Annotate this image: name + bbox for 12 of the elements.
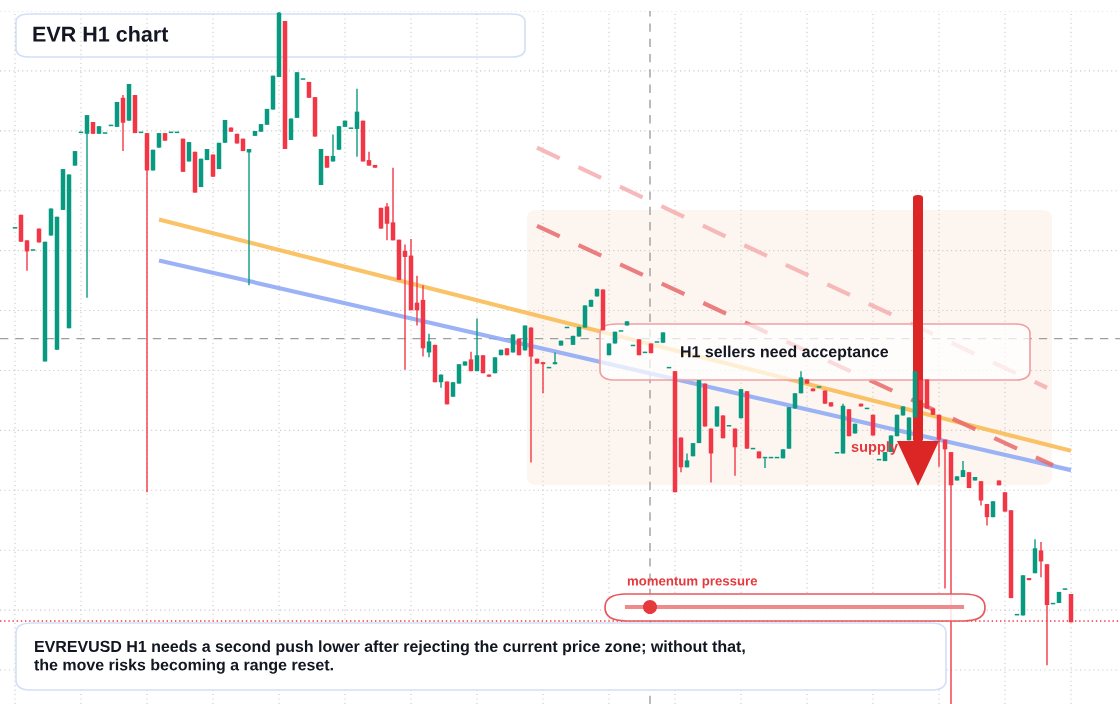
candlestick	[1002, 491, 1008, 513]
candlestick	[336, 125, 342, 151]
candlestick	[456, 363, 462, 385]
candlestick	[714, 405, 720, 428]
annotation: momentum pressure	[627, 576, 758, 589]
candlestick	[978, 480, 984, 507]
text: EVR H1 chart	[33, 25, 169, 42]
candlestick	[582, 304, 588, 329]
annotation: EVREVUSD H1 needs a second push lower after rejecting the current price zone; without that, the move risks becoming a range reset.	[34, 640, 745, 674]
candlestick	[84, 114, 90, 299]
annotation: H1 sellers need acceptance	[681, 345, 889, 361]
candlestick	[384, 202, 390, 242]
